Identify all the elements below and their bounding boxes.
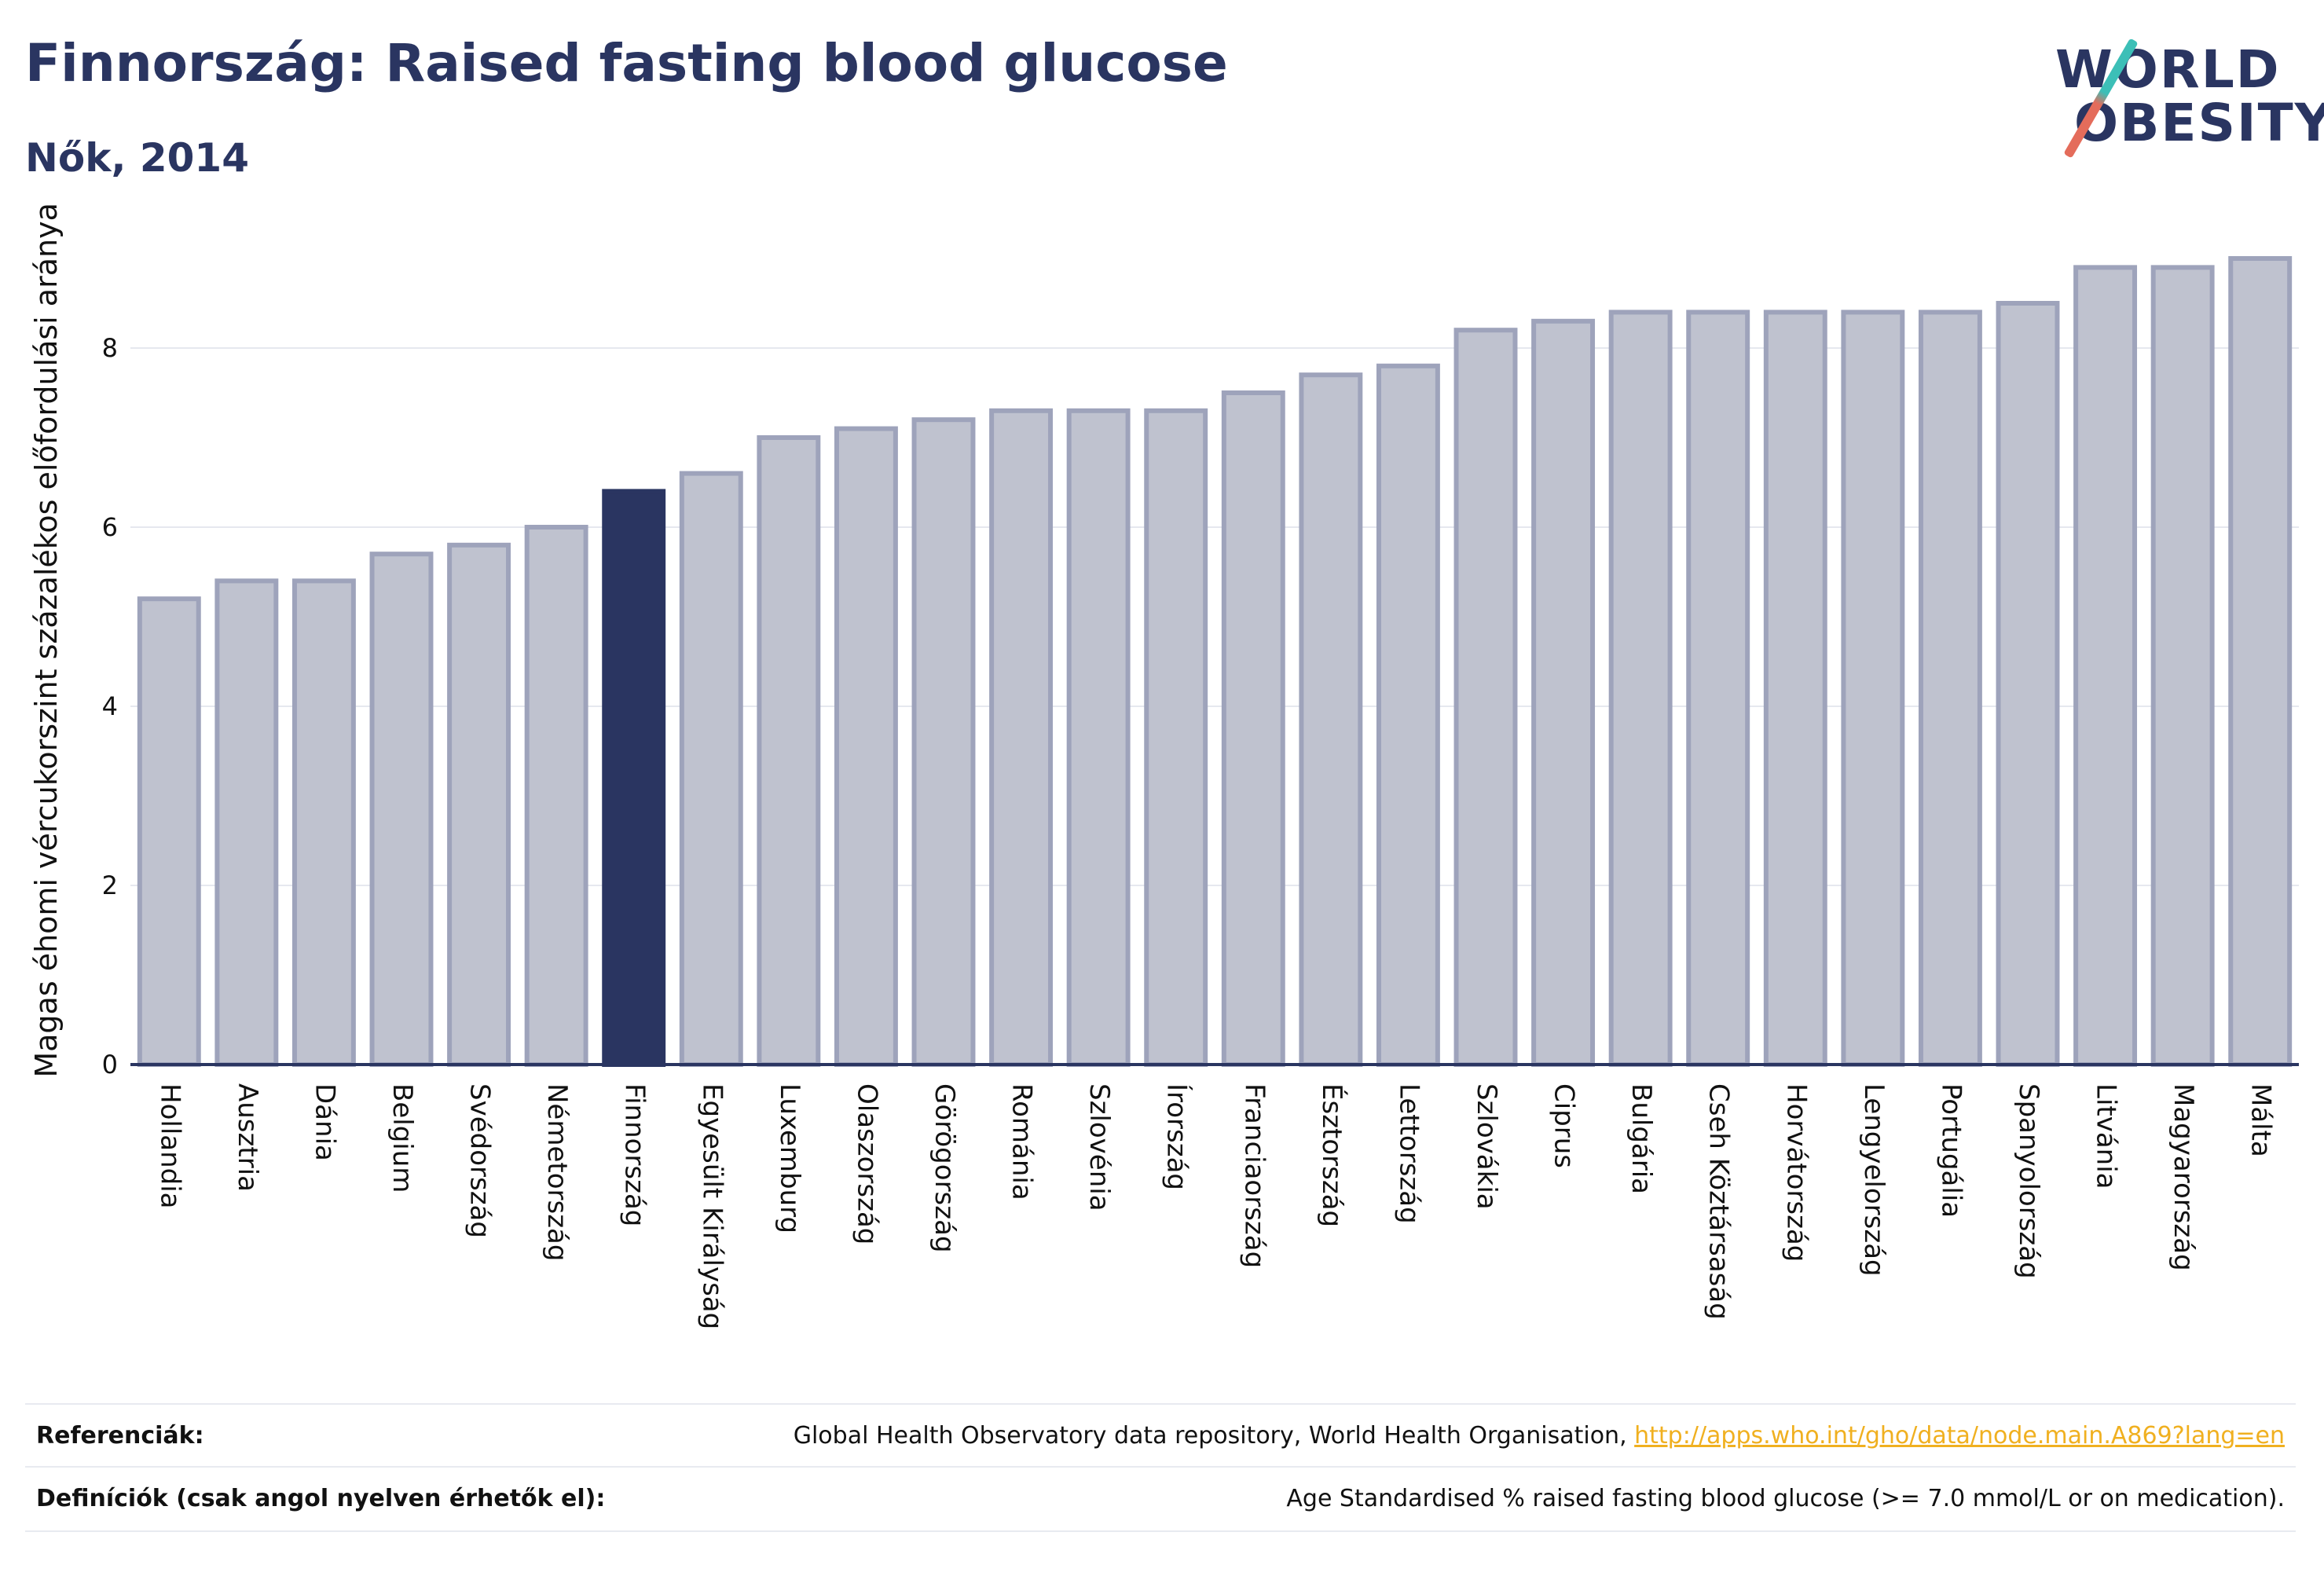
bar-románia (989, 408, 1054, 1067)
bar-magyarország (2150, 265, 2215, 1067)
x-tick-label: Lengyelország (1858, 1083, 1890, 1277)
x-tick-label: Málta (2245, 1083, 2277, 1157)
bar-lengyelország (1841, 310, 1905, 1067)
bar-görögország (911, 417, 976, 1067)
bar-ausztria (214, 578, 279, 1067)
y-tick-label: 2 (102, 870, 118, 900)
y-axis-title: Magas éhomi vércukorszint százalékos elő… (29, 203, 64, 1078)
chart-subtitle: Nők, 2014 (25, 135, 250, 181)
references-link[interactable]: http://apps.who.int/gho/data/node.main.A… (1634, 1422, 2285, 1450)
bar-belgium (369, 552, 434, 1067)
chart-title: Finnország: Raised fasting blood glucose (25, 33, 1228, 93)
x-tick-label: Cseh Köztársaság (1703, 1083, 1735, 1320)
x-tick-label: Egyesült Királyság (696, 1083, 728, 1329)
bar-horvátország (1763, 310, 1827, 1067)
bar-lettország (1376, 363, 1440, 1068)
bar-spanyolország (1996, 301, 2060, 1067)
x-tick-label: Ciprus (1549, 1083, 1580, 1168)
bar-németország (524, 525, 588, 1067)
x-tick-label: Szlovákia (1471, 1083, 1502, 1210)
bar-luxemburg (757, 435, 821, 1067)
x-tick-label: Románia (1006, 1083, 1038, 1200)
bar-chart: 0 2 4 6 8 Magas éhomi vércukorszint százaléko… (29, 203, 2299, 1329)
bar-málta (2228, 256, 2293, 1067)
references-row: Referenciák: Global Health Observatory d… (25, 1403, 2296, 1468)
x-tick-label: Horvátország (1780, 1083, 1812, 1262)
bar-olaszország (834, 426, 898, 1068)
bar-bulgária (1608, 310, 1673, 1067)
references-text: Global Health Observatory data repositor… (793, 1422, 1635, 1450)
bar-franciaország (1221, 390, 1285, 1067)
references-value: Global Health Observatory data repositor… (794, 1422, 2285, 1450)
x-tick-label: Litvánia (2091, 1083, 2122, 1189)
x-tick-label: Belgium (387, 1083, 418, 1193)
bar-ciprus (1531, 318, 1596, 1068)
bar-finnország (602, 489, 666, 1067)
bar-dánia (291, 578, 356, 1067)
x-tick-label: Írország (1161, 1083, 1193, 1190)
bar-hollandia (137, 596, 201, 1067)
definitions-row: Definíciók (csak angol nyelven érhetők e… (25, 1466, 2296, 1532)
x-tick-label: Bulgária (1626, 1083, 1657, 1194)
logo-word-obesity: OBESITY (2074, 93, 2324, 153)
references-label: Referenciák: (36, 1422, 204, 1450)
x-tick-label: Szlovénia (1083, 1083, 1115, 1211)
y-tick-label: 0 (102, 1050, 118, 1079)
bar-észtország (1299, 372, 1363, 1067)
x-tick-label: Finnország (619, 1083, 651, 1226)
x-tick-label: Észtország (1316, 1083, 1348, 1227)
bar-cseh-köztársaság (1686, 310, 1750, 1067)
x-tick-label: Portugália (1935, 1083, 1967, 1218)
y-tick-label: 6 (102, 512, 118, 542)
x-tick-label: Svédország (464, 1083, 496, 1238)
bar-litvánia (2073, 265, 2138, 1067)
x-tick-label: Lettország (1393, 1083, 1424, 1224)
bar-egyesült-királyság (679, 471, 743, 1068)
x-tick-label: Hollandia (154, 1083, 185, 1209)
x-tick-label: Olaszország (851, 1083, 882, 1244)
y-tick-label: 8 (102, 333, 118, 363)
x-tick-label: Németország (541, 1083, 573, 1261)
x-tick-label: Spanyolország (2013, 1083, 2044, 1279)
x-tick-label: Dánia (309, 1083, 340, 1161)
logo-word-world: WORLD (2055, 39, 2281, 100)
definitions-label: Definíciók (csak angol nyelven érhetők e… (36, 1485, 606, 1512)
x-tick-label: Magyarország (2168, 1083, 2199, 1271)
world-obesity-logo: WORLD OBESITY (2043, 31, 2324, 165)
x-tick-label: Franciaország (1238, 1083, 1270, 1268)
x-tick-label: Görögország (929, 1083, 960, 1253)
y-tick-label: 4 (102, 691, 118, 721)
bar-szlovákia (1453, 328, 1518, 1067)
bar-svédország (447, 542, 511, 1067)
bar-írország (1144, 408, 1208, 1067)
definitions-value: Age Standardised % raised fasting blood … (1286, 1485, 2285, 1512)
x-tick-label: Luxemburg (774, 1083, 805, 1233)
bar-szlovénia (1066, 408, 1131, 1067)
bar-portugália (1918, 310, 1982, 1067)
x-tick-label: Ausztria (232, 1083, 263, 1192)
